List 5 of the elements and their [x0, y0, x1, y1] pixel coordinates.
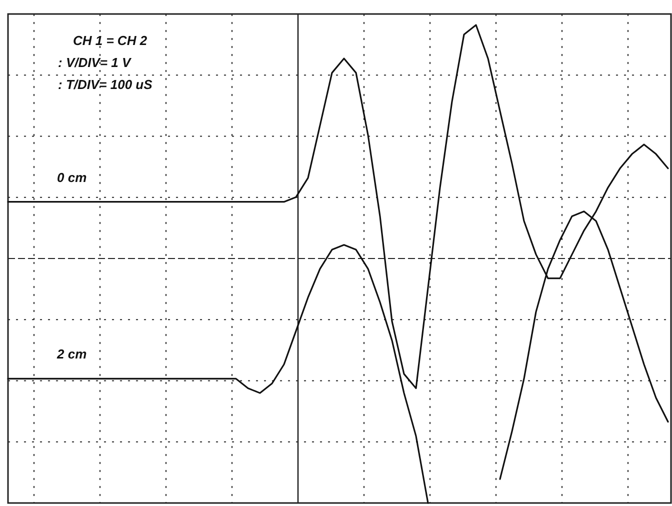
- annotation: : V/DIV= 1 V: [58, 55, 132, 70]
- annotation: CH 1 = CH 2: [73, 33, 148, 48]
- series-label: 2 cm: [56, 346, 88, 362]
- series-label: 0 cm: [57, 170, 88, 185]
- annotation: : T/DIV= 100 uS: [58, 77, 153, 92]
